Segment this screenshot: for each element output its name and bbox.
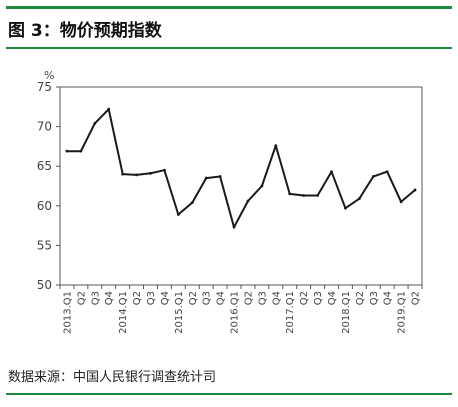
x-tick-label: 2016.Q1 — [230, 291, 241, 334]
data-point — [121, 172, 125, 176]
x-tick-label: Q3 — [369, 291, 380, 305]
data-point — [163, 168, 166, 172]
data-point — [246, 199, 250, 203]
data-point — [176, 213, 180, 216]
x-tick-label: 2019.Q1 — [397, 291, 408, 334]
x-tick-label: Q4 — [327, 291, 338, 305]
x-tick-label: 2014.Q1 — [118, 291, 129, 334]
x-tick-label: Q4 — [104, 291, 115, 305]
data-point — [65, 149, 69, 153]
x-tick-label: Q3 — [257, 291, 268, 305]
data-point — [344, 206, 347, 210]
x-tick-label: Q2 — [76, 291, 87, 305]
x-tick-label: Q3 — [146, 291, 157, 305]
x-tick-label: Q4 — [216, 291, 227, 305]
data-point — [385, 170, 389, 174]
data-point — [399, 200, 403, 204]
x-tick-label: Q3 — [202, 291, 213, 305]
series-group — [65, 107, 417, 229]
data-point — [135, 173, 138, 177]
x-tick-label: Q2 — [355, 291, 366, 305]
data-point — [274, 144, 278, 148]
data-point — [93, 122, 97, 125]
x-tick-label: Q2 — [188, 291, 199, 305]
x-tick-label: Q2 — [299, 291, 310, 305]
data-point — [413, 188, 417, 192]
y-tick-label: 55 — [37, 238, 52, 252]
top-rule — [6, 6, 452, 9]
x-tick-label: Q4 — [383, 291, 394, 305]
x-tick-label: Q2 — [132, 291, 143, 305]
data-point — [232, 225, 236, 229]
y-tick-label: 50 — [37, 278, 52, 292]
data-point — [302, 194, 306, 197]
data-point — [218, 175, 222, 178]
data-point — [288, 192, 292, 196]
data-point — [260, 184, 264, 188]
data-point — [107, 107, 111, 111]
x-tick-label: Q3 — [313, 291, 324, 305]
x-tick-label: 2015.Q1 — [174, 291, 185, 334]
series-line — [67, 108, 416, 229]
chart-axes: % — [44, 69, 423, 286]
figure-title: 图 3：物价预期指数 — [8, 21, 162, 41]
title-rule — [6, 47, 452, 49]
y-axis-unit: % — [44, 69, 54, 82]
x-tick-label: 2018.Q1 — [341, 291, 352, 334]
y-axis-ticks: 50 55 60 65 70 75 — [37, 80, 60, 292]
data-point — [190, 201, 194, 205]
data-point — [371, 175, 375, 178]
y-tick-label: 75 — [37, 80, 52, 94]
source-note: 数据来源：中国人民银行调查统计司 — [8, 370, 217, 385]
x-tick-label: Q3 — [90, 291, 101, 305]
data-point — [204, 176, 208, 180]
bottom-rule — [6, 393, 452, 395]
data-point — [316, 194, 319, 197]
data-point — [357, 197, 361, 201]
x-axis-ticks: 2013.Q1 Q2 Q3 Q4 2014.Q1 Q2 Q3 Q4 2015.Q1 Q2 Q3 Q4 2… — [59, 285, 423, 334]
y-tick-label: 70 — [37, 120, 52, 134]
x-tick-label: 2013.Q1 — [62, 291, 73, 334]
x-tick-label: Q4 — [160, 291, 171, 305]
x-tick-label: 2017.Q1 — [285, 291, 296, 334]
data-point — [79, 149, 83, 153]
x-tick-label: Q4 — [271, 291, 282, 305]
y-tick-label: 60 — [37, 199, 52, 213]
x-tick-label: Q2 — [243, 291, 254, 305]
data-point — [330, 170, 333, 174]
x-tick-label: Q2 — [411, 291, 422, 305]
data-point — [149, 171, 152, 175]
y-tick-label: 65 — [37, 159, 52, 173]
